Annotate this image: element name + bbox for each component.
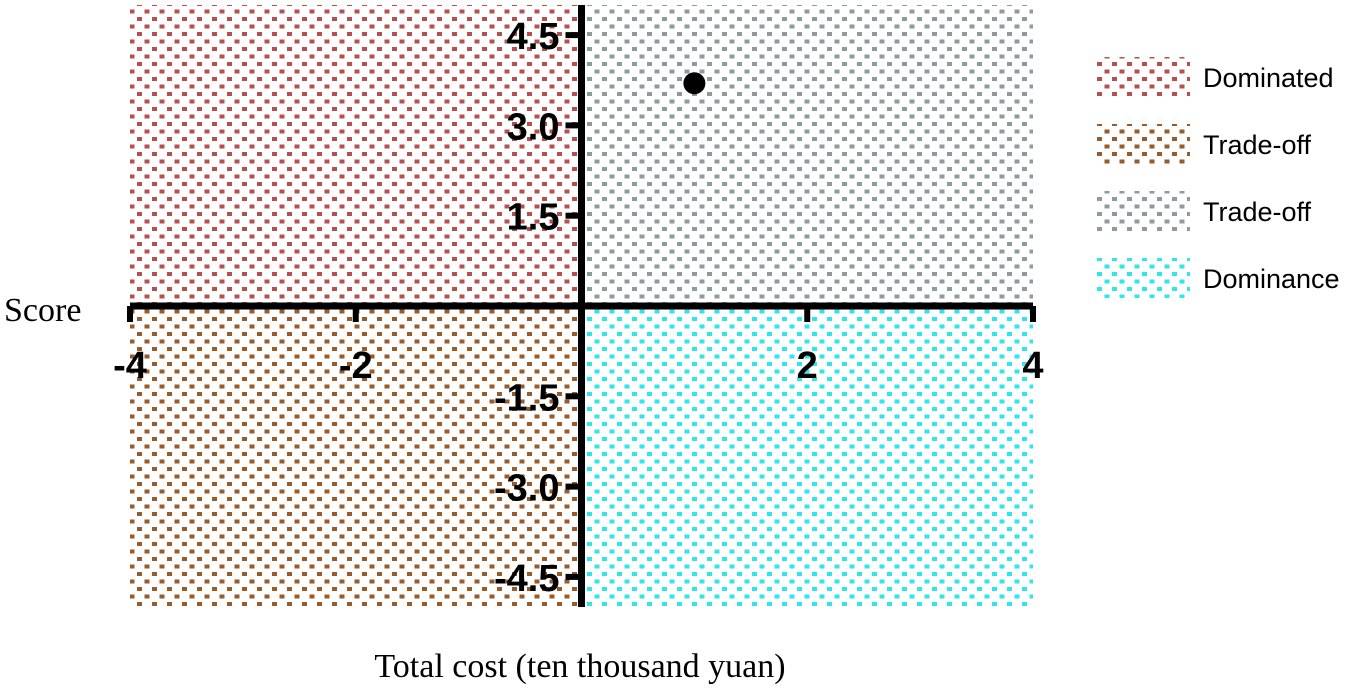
region-upper-left [130,5,582,306]
x-tick-label: -2 [339,345,373,387]
legend-label: Dominance [1203,264,1340,294]
legend-label: Trade-off [1203,197,1312,227]
legend-label: Dominated [1203,63,1334,93]
y-tick-label: 4.5 [507,16,560,58]
legend-swatch [1097,258,1190,298]
region-upper-right [581,5,1033,306]
x-axis-title: Total cost (ten thousand yuan) [374,648,785,685]
x-tick-label: 4 [1022,345,1043,387]
y-tick-label: -4.5 [494,558,559,600]
y-axis-title: Score [4,292,81,329]
y-tick-label: 3.0 [507,106,560,148]
region-lower-right [581,306,1033,607]
y-tick-label: -3.0 [494,468,559,510]
legend-swatch [1097,57,1190,97]
x-tick-label: 2 [797,345,818,387]
y-tick-label: 1.5 [507,197,560,239]
legend-label: Trade-off [1203,130,1312,160]
x-tick-label: -4 [113,345,147,387]
legend-swatch [1097,124,1190,164]
data-point [683,72,706,95]
region-lower-left [130,306,582,607]
legend-swatch [1097,191,1190,231]
y-tick-label: -1.5 [494,377,559,419]
